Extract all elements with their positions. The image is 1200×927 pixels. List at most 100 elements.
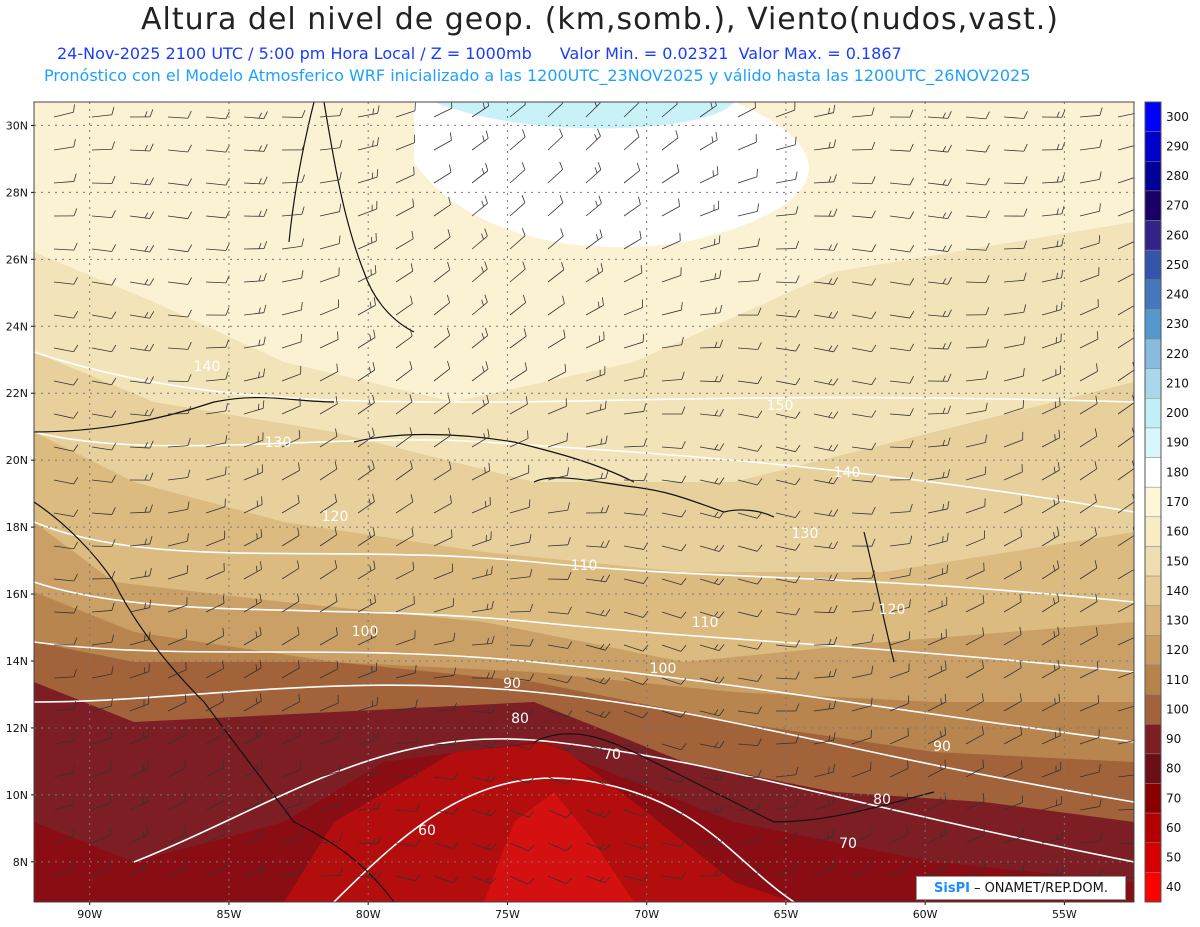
colorbar-label: 160 bbox=[1166, 525, 1189, 539]
coastlines bbox=[34, 102, 935, 902]
lon-tick-label: 65W bbox=[773, 908, 798, 921]
colorbar-swatch bbox=[1144, 220, 1162, 251]
lat-lon-grid bbox=[34, 102, 1134, 902]
colorbar-swatch bbox=[1144, 753, 1162, 784]
lat-tick-label: 14N bbox=[6, 655, 28, 668]
colorbar-label: 290 bbox=[1166, 139, 1189, 153]
lat-tick-label: 16N bbox=[6, 588, 28, 601]
contour-label: 140 bbox=[834, 465, 861, 481]
lat-tick-label: 20N bbox=[6, 454, 28, 467]
contour-label: 140 bbox=[194, 359, 221, 375]
colorbar-swatch bbox=[1144, 457, 1162, 488]
colorbar-label: 270 bbox=[1166, 199, 1189, 213]
colorbar-swatch bbox=[1144, 161, 1162, 192]
colorbar-label: 180 bbox=[1166, 465, 1189, 479]
contour-labels: 140 130 120 110 100 90 80 70 60 150 140 130 120 110 10… bbox=[194, 359, 951, 852]
height-shading bbox=[34, 102, 1134, 902]
lat-tick-label: 30N bbox=[6, 119, 28, 132]
lat-tick-label: 22N bbox=[6, 387, 28, 400]
contour-label: 120 bbox=[879, 602, 906, 618]
contour-label: 60 bbox=[418, 823, 436, 839]
colorbar-label: 140 bbox=[1166, 584, 1189, 598]
colorbar-label: 190 bbox=[1166, 436, 1189, 450]
colorbar-label: 60 bbox=[1166, 821, 1181, 835]
lat-tick-label: 24N bbox=[6, 320, 28, 333]
colorbar-label: 280 bbox=[1166, 169, 1189, 183]
map-title: Altura del nivel de geop. (km,somb.), Vi… bbox=[141, 2, 1059, 37]
colorbar: 300 290 280 270 260 250 240 230 220 210 200 190 180 1… bbox=[1144, 101, 1189, 903]
credit-box: SisPI – ONAMET/REP.DOM. bbox=[916, 876, 1126, 900]
sispi-logo: SisPI bbox=[934, 880, 970, 896]
max-value: Valor Max. = 0.1867 bbox=[738, 44, 902, 63]
valid-time: 24-Nov-2025 2100 UTC / 5:00 pm Hora Loca… bbox=[57, 44, 532, 63]
colorbar-swatch bbox=[1144, 131, 1162, 162]
contour-label: 80 bbox=[511, 711, 529, 727]
colorbar-label: 80 bbox=[1166, 762, 1181, 776]
contour-label: 90 bbox=[503, 676, 521, 692]
colorbar-swatch bbox=[1144, 486, 1162, 518]
colorbar-label: 170 bbox=[1166, 495, 1189, 509]
valid-time-line: 24-Nov-2025 2100 UTC / 5:00 pm Hora Loca… bbox=[57, 44, 902, 63]
colorbar-label: 110 bbox=[1166, 673, 1189, 687]
colorbar-label: 240 bbox=[1166, 288, 1189, 302]
colorbar-swatch bbox=[1144, 368, 1162, 399]
colorbar-swatch bbox=[1144, 398, 1162, 429]
colorbar-label: 260 bbox=[1166, 228, 1189, 242]
colorbar-label: 130 bbox=[1166, 614, 1189, 628]
contour-label: 120 bbox=[322, 509, 349, 525]
wind-barbs bbox=[53, 102, 1134, 885]
colorbar-swatch bbox=[1144, 190, 1162, 221]
colorbar-swatch bbox=[1144, 279, 1162, 310]
lat-tick-label: 26N bbox=[6, 253, 28, 266]
contour-label: 80 bbox=[873, 792, 891, 808]
contour-label: 70 bbox=[603, 747, 621, 763]
colorbar-swatch bbox=[1144, 635, 1162, 666]
colorbar-label: 250 bbox=[1166, 258, 1189, 272]
colorbar-label: 70 bbox=[1166, 791, 1181, 805]
colorbar-label: 200 bbox=[1166, 406, 1189, 420]
contour-label: 100 bbox=[650, 661, 677, 677]
colorbar-label: 300 bbox=[1166, 110, 1189, 124]
contour-label: 90 bbox=[933, 739, 951, 755]
contour-label: 130 bbox=[265, 435, 292, 451]
colorbar-label: 210 bbox=[1166, 376, 1189, 390]
lon-tick-label: 85W bbox=[216, 908, 241, 921]
contour-label: 150 bbox=[767, 398, 794, 414]
colorbar-label: 40 bbox=[1166, 880, 1181, 894]
contour-label: 110 bbox=[571, 558, 598, 574]
height-contours bbox=[34, 351, 1134, 902]
map-frame bbox=[33, 101, 1135, 903]
lat-tick-label: 8N bbox=[13, 856, 28, 869]
contour-label: 100 bbox=[352, 624, 379, 640]
colorbar-swatch bbox=[1144, 575, 1162, 606]
colorbar-swatch bbox=[1144, 723, 1162, 755]
colorbar-swatch bbox=[1144, 872, 1162, 903]
colorbar-label: 230 bbox=[1166, 317, 1189, 331]
lon-tick-label: 60W bbox=[913, 908, 938, 921]
colorbar-swatch bbox=[1144, 338, 1162, 369]
lon-tick-label: 75W bbox=[495, 908, 520, 921]
credit-org: – ONAMET/REP.DOM. bbox=[973, 880, 1108, 896]
lon-tick-label: 55W bbox=[1052, 908, 1077, 921]
colorbar-swatch bbox=[1144, 546, 1162, 577]
colorbar-label: 220 bbox=[1166, 347, 1189, 361]
latitude-labels: 30N 28N 26N 24N 22N 20N 18N 16N 14N 12N 10N 8N bbox=[6, 119, 34, 869]
colorbar-swatch bbox=[1144, 664, 1162, 695]
colorbar-label: 150 bbox=[1166, 554, 1189, 568]
colorbar-swatch bbox=[1144, 249, 1162, 281]
colorbar-swatch bbox=[1144, 516, 1162, 547]
colorbar-label: 90 bbox=[1166, 732, 1181, 746]
contour-label: 70 bbox=[839, 836, 857, 852]
colorbar-swatch bbox=[1144, 842, 1162, 873]
min-value: Valor Min. = 0.02321 bbox=[559, 44, 729, 63]
lon-tick-label: 80W bbox=[356, 908, 381, 921]
colorbar-label: 120 bbox=[1166, 643, 1189, 657]
colorbar-swatch bbox=[1144, 427, 1162, 458]
colorbar-label: 100 bbox=[1166, 702, 1189, 716]
colorbar-swatch bbox=[1144, 605, 1162, 636]
lat-tick-label: 12N bbox=[6, 722, 28, 735]
colorbar-swatch bbox=[1144, 812, 1162, 843]
lat-tick-label: 18N bbox=[6, 521, 28, 534]
colorbar-swatch bbox=[1144, 694, 1162, 725]
